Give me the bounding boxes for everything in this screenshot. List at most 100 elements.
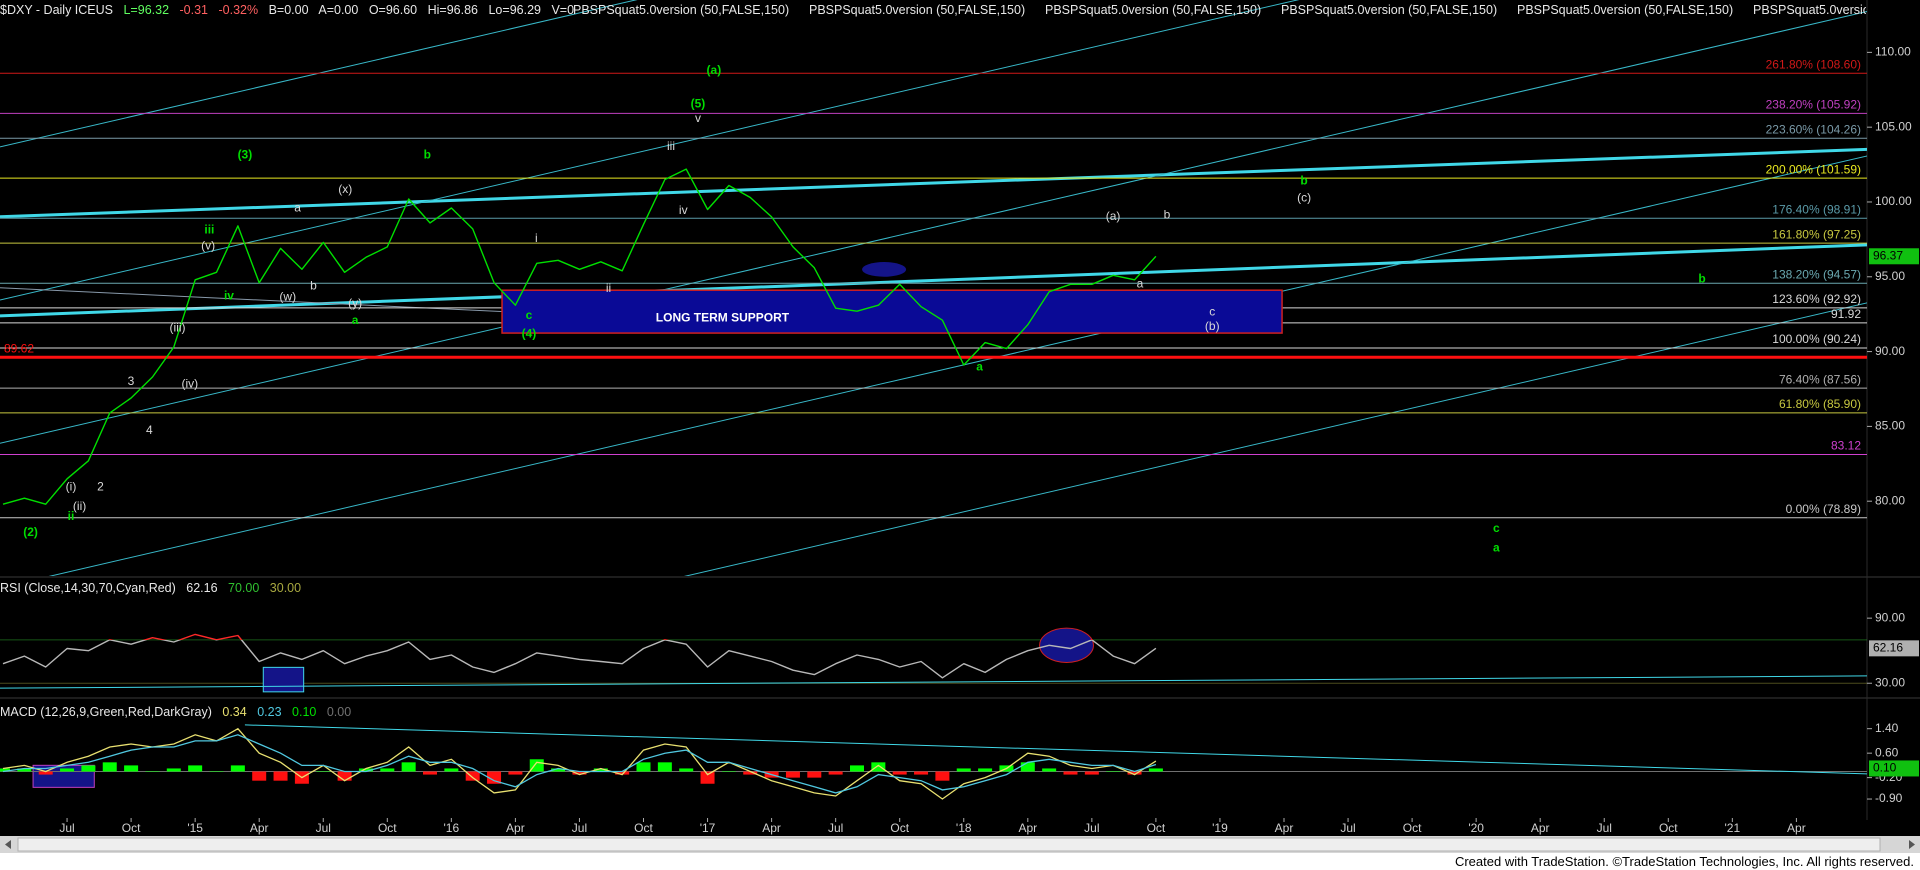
wave-label: iv xyxy=(679,203,688,217)
y-tick-label: 105.00 xyxy=(1875,119,1912,133)
histogram-bar xyxy=(807,771,822,778)
histogram-bar xyxy=(743,771,758,775)
x-tick-label: Oct xyxy=(1403,821,1422,835)
support-zone xyxy=(501,289,1283,334)
panel: LONG TERM SUPPORT(a)(5)v(3) biiiiva(2)iic… xyxy=(0,0,1867,576)
x-tick-label: '15 xyxy=(187,821,203,835)
high: Hi=96.86 xyxy=(427,3,478,17)
level-label: 261.80% (108.60) xyxy=(1766,57,1861,71)
last-value-label: 0.10 xyxy=(1873,761,1897,775)
study: PBSPSquat5.0version (50,FALSE,150) xyxy=(1517,3,1734,17)
y-tick-label: 95.00 xyxy=(1875,269,1905,283)
histogram-bar xyxy=(166,768,181,772)
wave-label: a xyxy=(1137,276,1144,290)
highlight xyxy=(1039,627,1094,663)
x-tick-label: Apr xyxy=(506,821,525,835)
level-label: 83.12 xyxy=(1831,439,1861,453)
histogram-bar xyxy=(102,762,117,772)
last-value-label: 96.37 xyxy=(1873,248,1903,262)
level-label: 238.20% (105.92) xyxy=(1766,98,1861,112)
wave-label: (c) xyxy=(1297,191,1311,205)
x-tick-label: '19 xyxy=(1212,821,1228,835)
wave-label: c xyxy=(1493,521,1500,535)
histogram-bar xyxy=(657,762,672,772)
x-tick-label: '21 xyxy=(1725,821,1741,835)
level-label: 76.40% (87.56) xyxy=(1779,372,1861,386)
macd-readout: 0.34 xyxy=(222,705,247,719)
histogram-bar xyxy=(914,771,929,775)
histogram-bar xyxy=(337,771,352,781)
wave-label: ii xyxy=(68,509,75,523)
histogram-bar xyxy=(380,768,395,772)
x-tick-label: Apr xyxy=(1531,821,1550,835)
panel xyxy=(0,724,1867,800)
macd-title: MACD (12,26,9,Green,Red,DarkGray) xyxy=(0,705,212,719)
wave-label: i xyxy=(535,231,538,245)
y-tick-label: 90.00 xyxy=(1875,610,1905,624)
histogram-bar xyxy=(209,771,224,773)
trendline xyxy=(0,243,1867,318)
level-label: 176.40% (98.91) xyxy=(1772,202,1861,216)
x-tick-label: Jul xyxy=(1084,821,1099,835)
histogram-bar xyxy=(935,771,950,781)
y-tick-label: 110.00 xyxy=(1875,45,1911,59)
wave-label: (a) xyxy=(707,63,722,77)
last-value-box xyxy=(1869,640,1919,657)
wave-label: iv xyxy=(224,289,234,303)
level-label: 161.80% (97.25) xyxy=(1772,227,1861,241)
volume: V=0 xyxy=(551,3,575,17)
histogram-bar xyxy=(1127,771,1142,775)
wave-label: (i) xyxy=(66,480,77,494)
trendline xyxy=(0,147,1867,219)
wave-label: b xyxy=(424,148,431,162)
rsi-readout: 62.16 xyxy=(186,581,218,595)
price-line xyxy=(2,633,1157,679)
level-label: 91.92 xyxy=(1831,307,1861,321)
histogram-bar xyxy=(1148,768,1163,772)
highlight xyxy=(862,262,907,277)
histogram-bar xyxy=(551,768,566,772)
highlight xyxy=(262,666,305,693)
y-tick-label: 80.00 xyxy=(1875,493,1905,507)
x-tick-label: Apr xyxy=(250,821,269,835)
histogram-bar xyxy=(358,768,373,772)
histogram-bar xyxy=(700,771,715,784)
wave-label: a xyxy=(294,200,301,214)
histogram-bar xyxy=(81,765,96,772)
histogram-bar xyxy=(316,771,331,773)
x-tick-label: Oct xyxy=(122,821,141,835)
histogram-bar xyxy=(38,771,53,775)
wave-label: b xyxy=(1164,208,1171,222)
histogram-bar xyxy=(17,768,32,772)
wave-label: (ii) xyxy=(73,499,86,513)
change-pct: -0.32% xyxy=(218,3,259,17)
x-tick-label: '16 xyxy=(444,821,460,835)
x-tick-label: Jul xyxy=(572,821,587,835)
histogram-bar xyxy=(785,771,800,778)
panel xyxy=(0,627,1867,693)
wave-label: c xyxy=(526,308,533,322)
x-tick-label: '20 xyxy=(1468,821,1484,835)
histogram-bar xyxy=(1063,771,1078,775)
y-tick-label: -0.90 xyxy=(1875,791,1903,805)
zero-readout: 0.00 xyxy=(326,705,352,719)
x-tick-label: Apr xyxy=(1018,821,1037,835)
histogram-bar xyxy=(828,771,843,775)
trendline xyxy=(0,675,1867,689)
x-tick-label: Jul xyxy=(1340,821,1355,835)
y-tick-label: 0.60 xyxy=(1875,745,1899,759)
level-label: 89.62 xyxy=(4,341,34,355)
study: PBSPSquat5.0version (50,FALSE,150) xyxy=(809,3,1026,17)
macd-line xyxy=(2,727,1157,800)
y-tick-label: 30.00 xyxy=(1875,675,1905,689)
wave-label: c xyxy=(1209,304,1215,318)
wave-label: a xyxy=(1493,541,1500,555)
wave-label: (a) xyxy=(1106,209,1121,223)
last-value-box xyxy=(1869,248,1919,265)
x-tick-label: Oct xyxy=(378,821,397,835)
wave-label: (b) xyxy=(1205,319,1220,333)
rsi-header: RSI (Close,14,30,70,Cyan,Red) 62.16 70.0… xyxy=(0,581,1866,597)
wave-label: (3) xyxy=(238,148,253,162)
